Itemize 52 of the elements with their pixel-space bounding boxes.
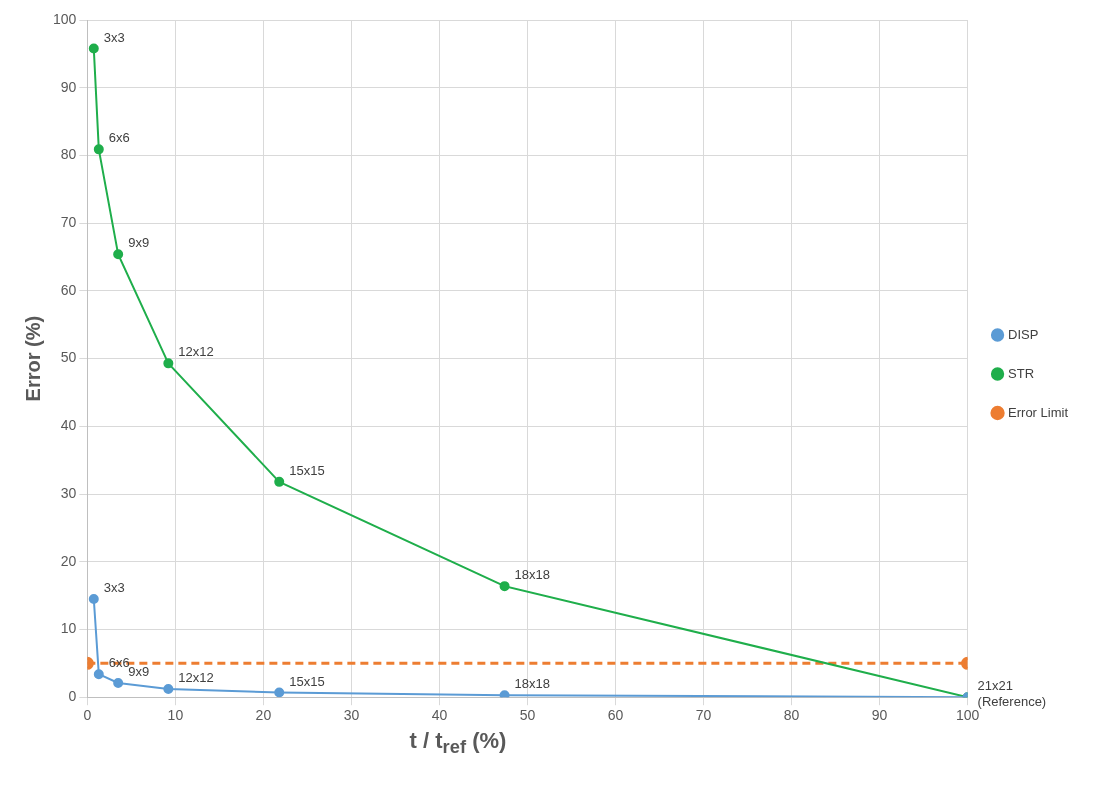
y-tick-label: 20 (60, 552, 77, 569)
x-tick-label: 40 (431, 707, 448, 724)
y-tick-label: 30 (60, 484, 77, 501)
x-tick-label: 70 (695, 707, 712, 724)
point (113, 249, 124, 260)
x-tick-label: 100 (955, 707, 980, 724)
x-tick-label: 0 (83, 707, 92, 724)
point (274, 476, 285, 487)
point (163, 358, 174, 369)
legend-label: DISP (1008, 326, 1039, 342)
x-tick-label: 60 (607, 707, 624, 724)
annotation: 12x12 (178, 344, 214, 360)
point (499, 690, 510, 698)
point (274, 687, 285, 698)
x-tick-label: 90 (871, 707, 888, 724)
annotation: 6x6 (108, 130, 130, 146)
x-tick-label: 50 (519, 707, 536, 724)
annotation: 3x3 (103, 29, 125, 45)
annotation: 9x9 (128, 235, 150, 251)
annotation: 18x18 (514, 567, 550, 583)
point (499, 581, 510, 592)
annotation: 12x12 (178, 670, 214, 686)
y-tick-label: 100 (53, 10, 77, 27)
y-tick-label: 60 (60, 281, 77, 298)
point (88, 594, 99, 605)
point (93, 669, 104, 680)
point (113, 677, 124, 688)
annotation: 18x18 (514, 676, 550, 692)
x-tick-label: 30 (343, 707, 360, 724)
x-tick-label: 10 (167, 707, 184, 724)
y-axis-title: Error (%) (21, 315, 44, 402)
x-tick-label: 20 (255, 707, 272, 724)
annotation: 15x15 (289, 673, 325, 689)
annotation: 15x15 (289, 462, 325, 478)
y-tick-label: 70 (60, 214, 77, 231)
annotation: 6x6 (108, 655, 130, 671)
y-tick-label: 40 (60, 417, 77, 434)
y-tick-label: 80 (60, 146, 77, 163)
annotation: 9x9 (128, 664, 150, 680)
legend-label: STR (1008, 365, 1035, 381)
y-tick-label: 10 (60, 620, 77, 637)
legend-label: Error Limit (1008, 404, 1069, 420)
point (163, 684, 174, 695)
y-tick-label: 90 (60, 78, 77, 95)
y-tick-label: 50 (60, 349, 77, 366)
annotation: 21x21 (Reference) (977, 678, 1047, 710)
point (93, 144, 104, 155)
annotation: 3x3 (103, 580, 125, 596)
point (88, 43, 99, 54)
y-tick-label: 0 (68, 688, 77, 705)
x-axis-title: t / t$_{ref}$ (%) (408, 728, 508, 759)
x-tick-label: 80 (783, 707, 800, 724)
